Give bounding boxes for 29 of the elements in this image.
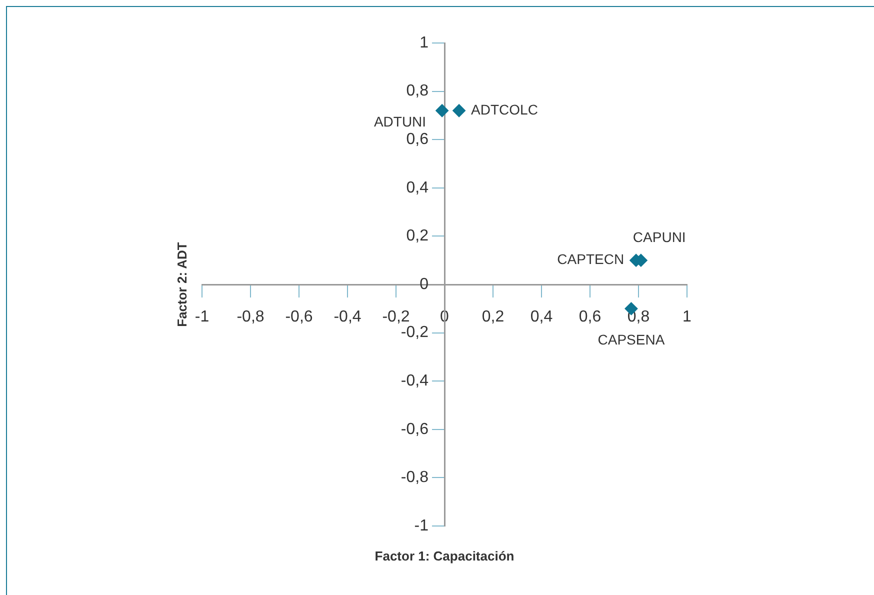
annotation: CAPUNI [632, 229, 686, 246]
x-tick-label: 0,6 [578, 308, 602, 326]
y-tick-label: 1 [420, 34, 429, 52]
point [436, 104, 449, 118]
y-tick-label: 0,2 [406, 228, 429, 245]
y-tick-label: -0,6 [400, 420, 429, 438]
x-tick-label: 0,4 [530, 308, 553, 326]
annotation: ADTUNI [374, 113, 426, 130]
x-tick-label: 0,2 [482, 308, 504, 326]
x-tick-label: -1 [194, 308, 210, 326]
y-tick-label: 0,8 [406, 82, 429, 100]
x-axis-title: Factor 1: Capacitación [374, 548, 514, 564]
y-tick-label: 0 [420, 276, 429, 293]
y-tick-label: -1 [414, 517, 429, 534]
annotation: CAPSENA [598, 332, 666, 348]
x-tick-label: -0,2 [382, 308, 410, 326]
y-tick-label: -0,8 [400, 469, 429, 486]
annotation: ADTCOLC [471, 101, 538, 118]
y-tick-label: -0,4 [400, 372, 429, 390]
x-tick-label: -0,8 [236, 308, 264, 326]
x-tick-label: 1 [682, 308, 692, 326]
x-tick-label: -0,6 [285, 308, 313, 326]
y-axis-title: Factor 2: ADT [174, 242, 190, 327]
x-tick-label: -0,4 [334, 308, 362, 326]
y-tick-label: 0,6 [406, 131, 429, 148]
y-tick-label: 0,4 [406, 179, 429, 196]
point [452, 104, 466, 118]
y-tick-label: -0,2 [400, 324, 429, 342]
annotation: CAPTECN [557, 251, 624, 268]
